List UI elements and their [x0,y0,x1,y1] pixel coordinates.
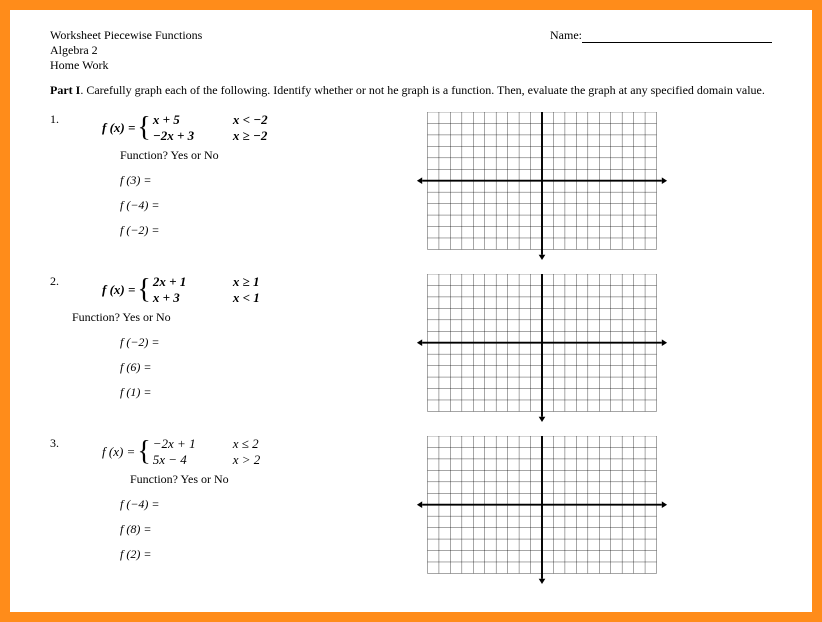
problem-2-left: f (x) = { 2x + 1x ≥ 1 x + 3x < 1 Functio… [102,274,362,400]
eval-2-2: f (1) = [120,385,362,400]
work-type: Home Work [50,58,202,73]
piece-2-2: x + 3x < 1 [153,290,260,306]
grid-3 [402,436,682,584]
piecewise-def-2: f (x) = { 2x + 1x ≥ 1 x + 3x < 1 [102,274,362,306]
pieces-2: 2x + 1x ≥ 1 x + 3x < 1 [153,274,260,306]
eval-3-0: f (−4) = [120,497,362,512]
piece-3-2: 5x − 4x > 2 [153,452,261,468]
pieces-1: x + 5x < −2 −2x + 3x ≥ −2 [153,112,268,144]
instructions-text: Carefully graph each of the following. I… [86,83,765,97]
piece-1-1: x + 5x < −2 [153,112,268,128]
instructions: Part I. Carefully graph each of the foll… [50,83,772,98]
function-question-3: Function? Yes or No [130,472,362,487]
problem-2: 2. f (x) = { 2x + 1x ≥ 1 x + 3x < 1 Func… [50,274,772,422]
piecewise-def-1: f (x) = { x + 5x < −2 −2x + 3x ≥ −2 [102,112,362,144]
problem-number: 3. [50,436,62,451]
function-question-2: Function? Yes or No [72,310,362,325]
part-label: Part I [50,83,80,97]
piece-2-1: 2x + 1x ≥ 1 [153,274,260,290]
piece-1-2: −2x + 3x ≥ −2 [153,128,268,144]
eval-2-1: f (6) = [120,360,362,375]
eval-1-1: f (−4) = [120,198,362,213]
name-label: Name: [550,28,582,42]
brace-icon: { [137,115,150,140]
fx-label: f (x) = [102,120,135,136]
pieces-3: −2x + 1x ≤ 2 5x − 4x > 2 [153,436,261,468]
problem-1: 1. f (x) = { x + 5x < −2 −2x + 3x ≥ −2 F… [50,112,772,260]
piece-3-1: −2x + 1x ≤ 2 [153,436,261,452]
eval-1-2: f (−2) = [120,223,362,238]
grid-2 [402,274,682,422]
problem-3-left: f (x) = { −2x + 1x ≤ 2 5x − 4x > 2 Funct… [102,436,362,562]
grid-1 [402,112,682,260]
name-field: Name: [550,28,772,73]
function-question-1: Function? Yes or No [120,148,362,163]
coordinate-grid [402,274,682,422]
eval-1-0: f (3) = [120,173,362,188]
problem-1-left: f (x) = { x + 5x < −2 −2x + 3x ≥ −2 Func… [102,112,362,238]
fx-label: f (x) = [102,444,135,460]
eval-3-1: f (8) = [120,522,362,537]
problem-number: 2. [50,274,62,289]
fx-label: f (x) = [102,282,135,298]
header: Worksheet Piecewise Functions Algebra 2 … [50,28,772,73]
eval-2-0: f (−2) = [120,335,362,350]
eval-3-2: f (2) = [120,547,362,562]
worksheet-title: Worksheet Piecewise Functions [50,28,202,43]
header-left: Worksheet Piecewise Functions Algebra 2 … [50,28,202,73]
course-name: Algebra 2 [50,43,202,58]
coordinate-grid [402,112,682,260]
brace-icon: { [137,439,150,464]
coordinate-grid [402,436,682,584]
piecewise-def-3: f (x) = { −2x + 1x ≤ 2 5x − 4x > 2 [102,436,362,468]
worksheet-page: Worksheet Piecewise Functions Algebra 2 … [10,10,812,612]
name-blank-line[interactable] [582,42,772,43]
problem-3: 3. f (x) = { −2x + 1x ≤ 2 5x − 4x > 2 Fu… [50,436,772,584]
problem-number: 1. [50,112,62,127]
brace-icon: { [137,277,150,302]
